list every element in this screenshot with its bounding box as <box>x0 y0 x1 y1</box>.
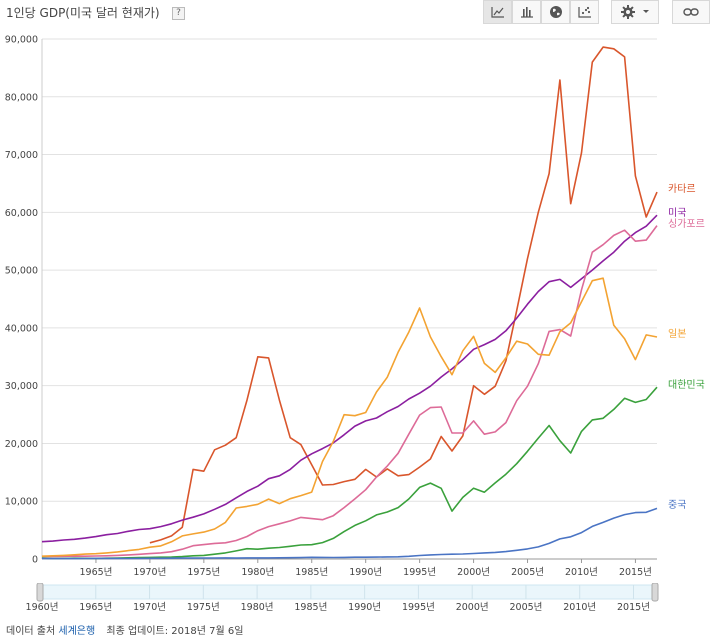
range-tick-label: 1995년 <box>402 602 435 613</box>
bar-chart-icon <box>520 7 533 18</box>
source-prefix: 데이터 출처 <box>6 626 56 637</box>
chart-title: 1인당 GDP(미국 달러 현재가) <box>6 6 160 20</box>
y-tick-label: 40,000 <box>5 323 38 334</box>
time-range-slider[interactable]: 1965년 1970년 1975년 1980년 1985년 1990년 1995년 2000년… <box>0 582 711 613</box>
range-tick-label: 1970년 <box>133 602 166 613</box>
y-tick-label: 20,000 <box>5 439 38 450</box>
y-tick-label: 0 <box>32 555 38 566</box>
series-line-싱가포르[interactable] <box>41 225 658 558</box>
series-line-카타르[interactable] <box>149 46 658 544</box>
x-tick-label: 2015년 <box>619 567 652 578</box>
chart-header: 1인당 GDP(미국 달러 현재가) ? <box>0 0 711 26</box>
y-tick-label: 60,000 <box>5 208 38 219</box>
help-button[interactable]: ? <box>172 7 185 20</box>
series-label-대한민국: 대한민국 <box>668 379 705 391</box>
series-line-대한민국[interactable] <box>41 386 658 560</box>
range-track[interactable] <box>39 584 656 600</box>
line-chart-icon <box>490 7 504 18</box>
range-end-handle[interactable] <box>651 582 659 602</box>
footer: 데이터 출처 세계은행 최종 업데이트: 2018년 7월 6일 <box>6 622 243 637</box>
range-tick-label: 2000년 <box>456 602 489 613</box>
series-line-중국[interactable] <box>41 507 658 560</box>
y-tick-label: 80,000 <box>5 92 38 103</box>
settings-button[interactable] <box>611 0 659 24</box>
x-tick-label: 1995년 <box>403 567 436 578</box>
gear-icon <box>621 5 635 19</box>
range-tick-label: 1990년 <box>348 602 381 613</box>
x-tick-label: 1985년 <box>295 567 328 578</box>
series-label-일본: 일본 <box>668 328 686 340</box>
range-tick-label: 2005년 <box>509 602 542 613</box>
x-tick-label: 1965년 <box>79 567 112 578</box>
bar-chart-button[interactable] <box>512 0 541 24</box>
y-tick-label: 90,000 <box>5 35 38 46</box>
y-tick-label: 10,000 <box>5 497 38 508</box>
x-tick-label: 1980년 <box>241 567 274 578</box>
range-tick-label: 1975년 <box>187 602 220 613</box>
series-lines <box>41 46 658 560</box>
range-tick-label: 2010년 <box>563 602 596 613</box>
series-label-중국: 중국 <box>668 499 686 511</box>
series-label-싱가포르: 싱가포르 <box>668 218 705 230</box>
range-tick-label: 1980년 <box>241 602 274 613</box>
range-tick-label: 1965년 <box>79 602 112 613</box>
globe-icon <box>549 6 562 18</box>
series-line-미국[interactable] <box>41 214 658 543</box>
x-tick-label: 2000년 <box>457 567 490 578</box>
y-tick-label: 70,000 <box>5 150 38 161</box>
x-tick-label: 2010년 <box>565 567 598 578</box>
link-button[interactable] <box>672 0 710 24</box>
y-tick-label: 30,000 <box>5 381 38 392</box>
range-tick-label: 2015년 <box>617 602 650 613</box>
x-tick-label: 1970년 <box>133 567 166 578</box>
link-icon <box>683 8 699 16</box>
map-button[interactable] <box>541 0 570 24</box>
y-tick-label: 50,000 <box>5 266 38 277</box>
range-ticks: 1965년 1970년 1975년 1980년 1985년 1990년 1995년 2000년… <box>79 585 650 613</box>
series-line-일본[interactable] <box>41 277 658 557</box>
scatter-chart-button[interactable] <box>570 0 599 24</box>
range-start-label: 1960년 <box>26 602 59 613</box>
line-chart: 0 10,000 20,000 30,000 40,000 50,000 60,000 70,… <box>5 35 705 579</box>
series-label-미국: 미국 <box>668 207 686 219</box>
source-link[interactable]: 세계은행 <box>58 626 96 637</box>
range-start-handle[interactable] <box>36 582 44 602</box>
x-axis: 1965년 1970년 1975년 1980년 1985년 1990년 1995년 2000년… <box>79 559 652 578</box>
x-tick-label: 1975년 <box>187 567 220 578</box>
updated-text: 최종 업데이트: 2018년 7월 6일 <box>106 626 244 637</box>
x-tick-label: 2005년 <box>511 567 544 578</box>
range-tick-label: 1985년 <box>294 602 327 613</box>
line-chart-button[interactable] <box>483 0 512 24</box>
x-tick-label: 1990년 <box>349 567 382 578</box>
series-label-카타르: 카타르 <box>668 183 696 195</box>
y-axis: 0 10,000 20,000 30,000 40,000 50,000 60,000 70,… <box>5 35 38 566</box>
chevron-down-icon <box>643 10 649 13</box>
scatter-chart-icon <box>577 6 591 18</box>
